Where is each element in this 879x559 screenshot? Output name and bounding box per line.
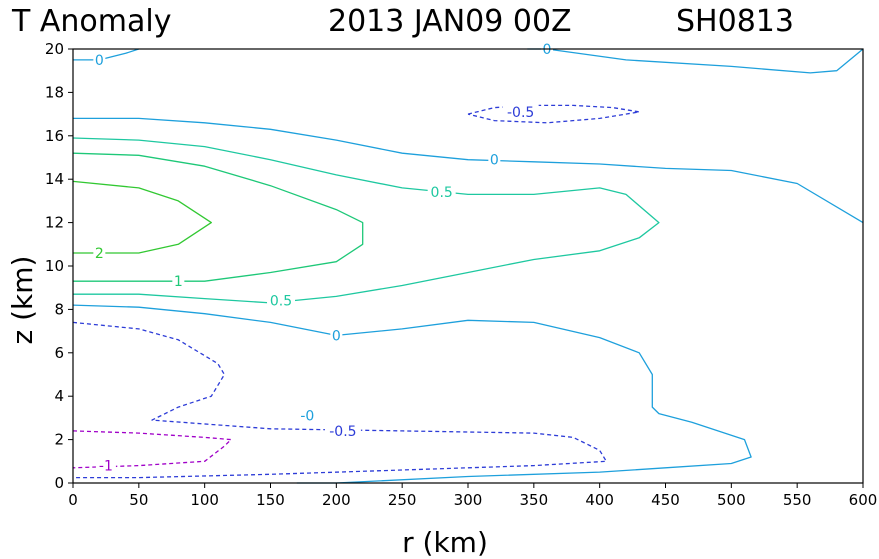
y-tick-label: 18: [45, 83, 64, 101]
contour-zero-upper: [73, 117, 864, 224]
chart-storm-id: SH0813: [676, 4, 794, 39]
x-tick-label: 50: [129, 491, 148, 509]
contour-label-bg: [93, 244, 106, 261]
x-tick-label: 200: [322, 491, 351, 509]
x-tick-label: 0: [68, 491, 78, 509]
contour-label: 0: [332, 328, 341, 344]
contour-neg05-upper: [467, 104, 640, 124]
y-tick-label: 14: [45, 170, 64, 188]
x-tick-label: 400: [585, 491, 614, 509]
x-tick-label: 300: [454, 491, 483, 509]
y-tick-label: 12: [45, 214, 64, 232]
contour-label: -0: [300, 409, 314, 425]
contour-label: 0: [95, 53, 104, 69]
contour-neg1: [72, 430, 232, 469]
x-tick-label: 150: [256, 491, 285, 509]
y-axis: 0 2 4 6 8 10 12 14 16 18 20: [45, 40, 73, 492]
contour-label: -0.5: [329, 424, 356, 440]
chart-title: T Anomaly: [11, 4, 171, 39]
contour-label: -1: [99, 459, 113, 475]
contour-label-bg: [502, 103, 539, 120]
x-axis: 0 50 100 150 200 250 300 350 400 450 500 550 600: [68, 483, 877, 509]
contour-label-bg: [297, 407, 318, 424]
x-tick-label: 350: [520, 491, 549, 509]
y-tick-label: 0: [54, 474, 64, 492]
x-tick-label: 500: [717, 491, 746, 509]
y-tick-label: 8: [54, 300, 64, 318]
contour-label: 0: [490, 153, 499, 169]
contour-pos1: [72, 152, 364, 282]
contour-label: 0.5: [431, 185, 453, 201]
x-tick-label: 250: [388, 491, 417, 509]
contour-label-bg: [93, 51, 106, 68]
contour-lines: [72, 48, 864, 484]
contour-label-bg: [330, 327, 343, 344]
contour-labels: 0 0 -0.5 0 0.5 2 1 0.5 0 -0 -0.5 -1: [93, 41, 553, 475]
x-tick-label: 600: [849, 491, 878, 509]
contour-label-bg: [324, 422, 361, 439]
contour-zero-top-right: [527, 48, 864, 74]
contour-label: 1: [174, 274, 183, 290]
y-axis-label: z (km): [6, 256, 39, 345]
chart-datetime: 2013 JAN09 00Z: [328, 4, 572, 39]
y-tick-label: 2: [54, 431, 64, 449]
x-tick-label: 100: [190, 491, 219, 509]
x-axis-label: r (km): [402, 526, 488, 559]
contour-pos2: [72, 180, 212, 254]
plot-area: 0 0 -0.5 0 0.5 2 1 0.5 0 -0 -0.5 -1: [72, 41, 864, 484]
contour-zero-top-left: [73, 48, 140, 61]
y-tick-label: 10: [45, 257, 64, 275]
contour-neg05-lower: [72, 321, 607, 479]
contour-label: 0.5: [270, 294, 292, 310]
contour-label: 0: [543, 42, 552, 58]
y-tick-label: 16: [45, 127, 64, 145]
contour-label-bg: [267, 292, 296, 309]
contour-label: 2: [95, 246, 104, 262]
x-tick-label: 550: [783, 491, 812, 509]
contour-label-bg: [488, 151, 501, 168]
y-tick-label: 20: [45, 40, 64, 58]
contour-label: -0.5: [507, 105, 534, 121]
x-tick-label: 450: [651, 491, 680, 509]
y-tick-label: 4: [54, 387, 64, 405]
contour-label-bg: [95, 457, 116, 474]
y-tick-label: 6: [54, 344, 64, 362]
contour-label-bg: [427, 184, 456, 201]
contour-label-bg: [172, 273, 185, 290]
contour-zero-lower: [72, 304, 752, 484]
